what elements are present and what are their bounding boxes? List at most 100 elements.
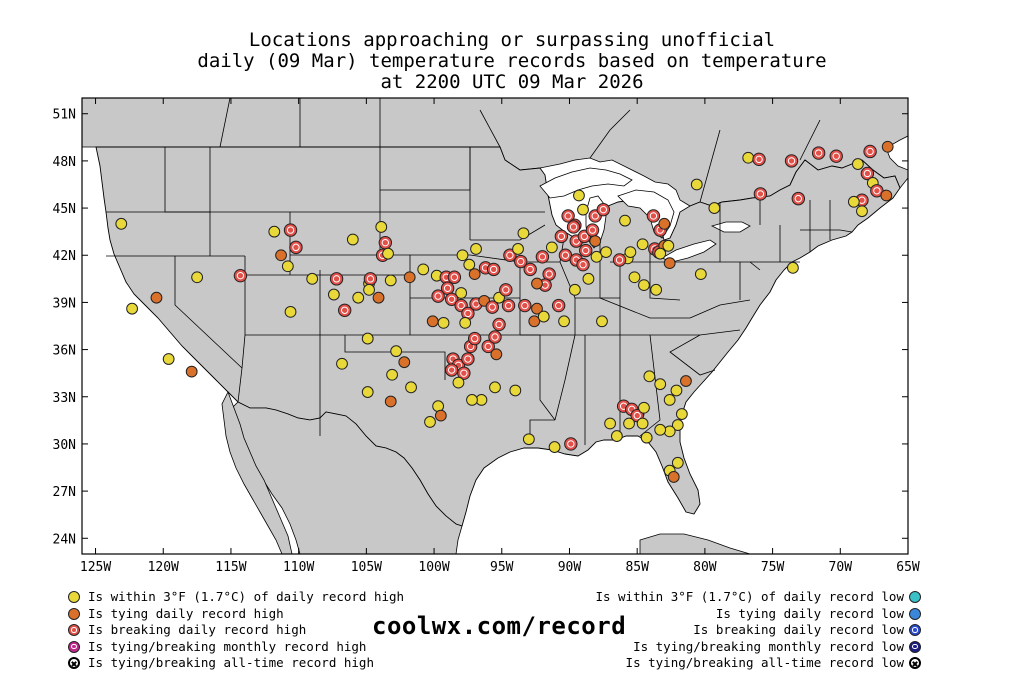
station-ring — [464, 355, 472, 363]
station-dot — [352, 291, 365, 304]
station-marker-breaking — [753, 187, 768, 201]
station-marker-within — [455, 287, 468, 299]
station-dot — [398, 356, 411, 369]
station-marker-within — [517, 227, 530, 240]
station-ring — [447, 295, 456, 303]
station-marker-within — [654, 378, 667, 391]
station-marker-within — [405, 381, 417, 394]
station-marker-within — [336, 357, 348, 370]
station-marker-within — [636, 238, 649, 251]
land-baja — [221, 391, 293, 554]
station-ring — [755, 155, 763, 164]
station-dot — [468, 268, 481, 281]
station-marker-breaking — [444, 363, 459, 377]
station-marker-within — [456, 249, 469, 262]
station-dot — [284, 305, 297, 318]
station-marker-within — [281, 260, 294, 273]
station-ring — [491, 333, 499, 341]
station-dot — [742, 151, 755, 164]
station-marker-breaking — [337, 303, 352, 317]
station-dot — [636, 238, 649, 251]
station-dot — [585, 223, 600, 237]
legend-label: Is tying/breaking all-time record low — [625, 655, 904, 670]
station-marker-breaking — [444, 292, 459, 306]
station-dot — [361, 332, 374, 345]
station-marker-breaking — [579, 243, 593, 258]
station-dot — [384, 395, 397, 408]
lon-tick-label: 100W — [418, 560, 449, 575]
station-marker-breaking — [501, 298, 516, 313]
station-ring — [495, 320, 503, 329]
station-marker-within — [624, 246, 637, 258]
station-marker-within — [459, 316, 472, 329]
station-dot — [378, 235, 393, 250]
station-dot — [337, 303, 352, 317]
station-dot — [481, 339, 495, 354]
lat-tick-label: 30N — [53, 438, 76, 453]
lon-tick-label: 120W — [148, 560, 179, 575]
station-marker-within — [640, 431, 653, 444]
station-ring — [832, 152, 840, 160]
station-dot — [191, 271, 203, 284]
lat-tick-label: 48N — [53, 155, 76, 170]
station-ring — [588, 226, 597, 234]
legend-marker-icon — [909, 591, 921, 603]
station-dot — [667, 471, 680, 483]
station-ring — [517, 257, 525, 266]
lat-tick-label: 39N — [53, 296, 76, 311]
station-marker-within — [384, 274, 397, 287]
station-marker-tying — [384, 395, 397, 408]
station-marker-within — [690, 178, 703, 191]
station-marker-within — [663, 394, 676, 406]
station-marker-within — [663, 425, 676, 438]
station-dot — [386, 368, 398, 381]
station-dot — [566, 220, 581, 234]
station-ring — [787, 157, 796, 165]
station-ring — [564, 212, 572, 220]
boundary-lines — [106, 98, 853, 445]
station-ring — [569, 223, 578, 231]
station-ring — [649, 212, 658, 220]
legend-marker-icon — [909, 640, 921, 653]
station-marker-within — [417, 263, 430, 276]
lake-erie — [661, 239, 717, 263]
station-marker-within — [636, 417, 649, 430]
station-marker-within — [466, 394, 478, 406]
station-dot — [658, 217, 671, 230]
station-marker-within — [346, 233, 359, 246]
station-marker-breaking — [551, 298, 566, 313]
station-ring — [464, 309, 472, 318]
station-dot — [523, 262, 537, 277]
station-marker-breaking — [467, 331, 482, 346]
station-dot — [503, 248, 517, 262]
station-marker-breaking — [378, 235, 393, 250]
station-marker-within — [375, 221, 388, 233]
station-marker-breaking — [363, 272, 378, 286]
station-marker-breaking — [431, 289, 445, 303]
station-dot — [233, 268, 248, 283]
station-dot — [384, 274, 397, 287]
legend-entry: Is tying/breaking all-time record low — [626, 655, 921, 671]
station-marker-breaking — [440, 281, 455, 295]
station-ring — [450, 273, 459, 281]
station-dot — [643, 370, 656, 383]
legend-marker-icon — [68, 640, 80, 653]
station-dot — [289, 240, 303, 255]
station-ring — [579, 260, 587, 269]
station-dot — [405, 381, 417, 394]
station-dot — [434, 409, 447, 422]
station-dot — [582, 272, 595, 285]
lake-superior — [539, 167, 633, 199]
station-marker-breaking — [492, 317, 506, 332]
station-dot — [590, 250, 603, 263]
station-marker-within — [619, 214, 631, 227]
station-marker-within — [694, 268, 707, 281]
station-dot — [610, 430, 623, 442]
station-dot — [663, 257, 676, 270]
lon-tick-label: 80W — [693, 560, 717, 575]
legend-entry: Is breaking daily record high — [68, 622, 306, 638]
station-marker-within — [361, 332, 374, 345]
station-marker-breaking — [447, 270, 462, 284]
station-marker-within — [548, 441, 561, 453]
station-dot — [466, 394, 478, 406]
